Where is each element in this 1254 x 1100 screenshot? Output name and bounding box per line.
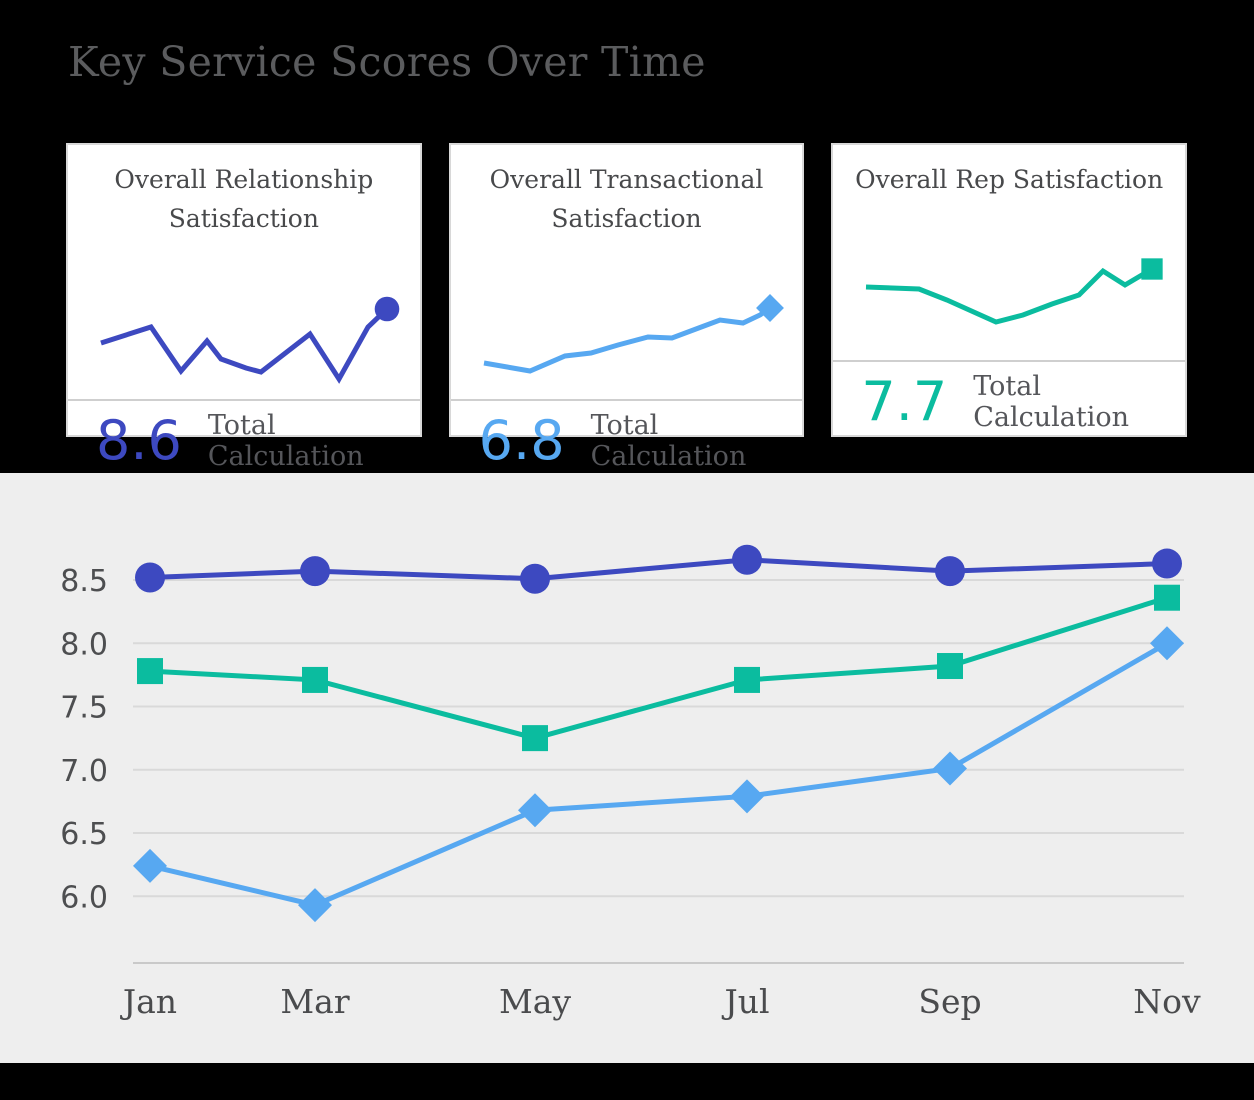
kpi-cards-row: Overall Relationship Satisfaction 8.6 To… <box>66 143 1188 472</box>
diamond-data-point <box>518 793 552 828</box>
page-title: Key Service Scores Over Time <box>68 38 706 86</box>
sparkline-path <box>866 266 1154 325</box>
x-axis-tick-label: Jul <box>721 982 769 1021</box>
series-overall-rep-satisfaction <box>137 584 1180 752</box>
sparkline-wrap <box>68 239 420 389</box>
sparkline-wrap <box>451 239 803 389</box>
card-overall-relationship-satisfaction[interactable]: Overall Relationship Satisfaction 8.6 To… <box>66 143 422 472</box>
y-axis-tick-label: 7.5 <box>60 691 108 726</box>
card-title: Overall Rep Satisfaction <box>855 165 1164 194</box>
diamond-data-point <box>1150 626 1184 661</box>
circle-data-point <box>935 556 965 587</box>
square-data-point <box>937 653 963 680</box>
series-line <box>149 641 1169 908</box>
circle-data-point <box>135 562 165 593</box>
gridlines <box>133 579 1184 898</box>
page-header: Key Service Scores Over Time <box>68 38 706 86</box>
y-axis-tick-label: 8.5 <box>60 564 108 599</box>
card-value-label: Total Calculation <box>973 370 1129 433</box>
service-scores-line-chart: 8.5 8.0 7.5 7.0 6.5 6.0 Jan Mar May Jul Sep Nov <box>60 544 1201 1021</box>
relationship-sparkline-chart <box>100 296 400 384</box>
transactional-sparkline-chart <box>483 293 784 374</box>
series-line <box>149 557 1168 582</box>
circle-data-point <box>732 544 762 575</box>
y-axis-tick-label: 6.5 <box>60 817 108 852</box>
square-data-point <box>137 658 163 685</box>
square-data-point <box>302 666 328 693</box>
square-data-point <box>734 666 760 693</box>
x-axis-tick-label: May <box>499 982 571 1021</box>
x-axis-tick-label: Mar <box>280 982 349 1021</box>
x-axis-tick-label: Sep <box>918 982 981 1021</box>
y-axis-tick-label: 6.0 <box>60 880 108 915</box>
series-overall-transactional-satisfaction <box>133 626 1184 923</box>
circle-data-point <box>1152 548 1182 579</box>
sparkline-wrap <box>833 200 1185 350</box>
card-value: 8.6 <box>96 408 182 472</box>
x-axis-tick-label: Jan <box>120 982 177 1021</box>
diamond-data-point <box>730 779 764 814</box>
sparkline-end-marker <box>755 293 784 322</box>
sparkline-path <box>483 305 771 374</box>
sparkline-path <box>100 306 389 384</box>
sparkline-end-marker <box>1141 258 1163 280</box>
series-line <box>149 595 1168 741</box>
diamond-data-point <box>133 848 167 883</box>
card-footer: 8.6 Total Calculation <box>68 398 420 481</box>
rep-sparkline-chart <box>866 258 1163 325</box>
card-title: Overall Transactional Satisfaction <box>489 165 764 233</box>
card-value-label: Total Calculation <box>207 409 364 472</box>
square-data-point <box>522 725 548 752</box>
card-overall-rep-satisfaction[interactable]: Overall Rep Satisfaction 7.7 Total Calcu… <box>831 143 1188 437</box>
y-axis-tick-label: 8.0 <box>60 627 108 662</box>
diamond-data-point <box>933 751 967 786</box>
card-value: 7.7 <box>861 369 948 433</box>
card-footer: 6.8 Total Calculation <box>450 398 803 481</box>
card-footer: 7.7 Total Calculation <box>833 359 1186 442</box>
square-data-point <box>1154 584 1180 611</box>
card-overall-transactional-satisfaction[interactable]: Overall Transactional Satisfaction 6.8 T… <box>448 143 805 472</box>
circle-data-point <box>300 556 330 587</box>
sparkline-end-marker <box>374 296 400 321</box>
series-overall-relationship-satisfaction <box>135 544 1182 594</box>
diamond-data-point <box>298 888 332 923</box>
x-axis-tick-label: Nov <box>1133 982 1201 1021</box>
card-value-label: Total Calculation <box>590 409 747 472</box>
circle-data-point <box>520 563 550 594</box>
y-axis-tick-label: 7.0 <box>60 754 108 789</box>
card-title: Overall Relationship Satisfaction <box>114 165 374 233</box>
line-chart-section: 8.5 8.0 7.5 7.0 6.5 6.0 Jan Mar May Jul Sep Nov <box>0 473 1254 1063</box>
card-value: 6.8 <box>478 408 565 472</box>
